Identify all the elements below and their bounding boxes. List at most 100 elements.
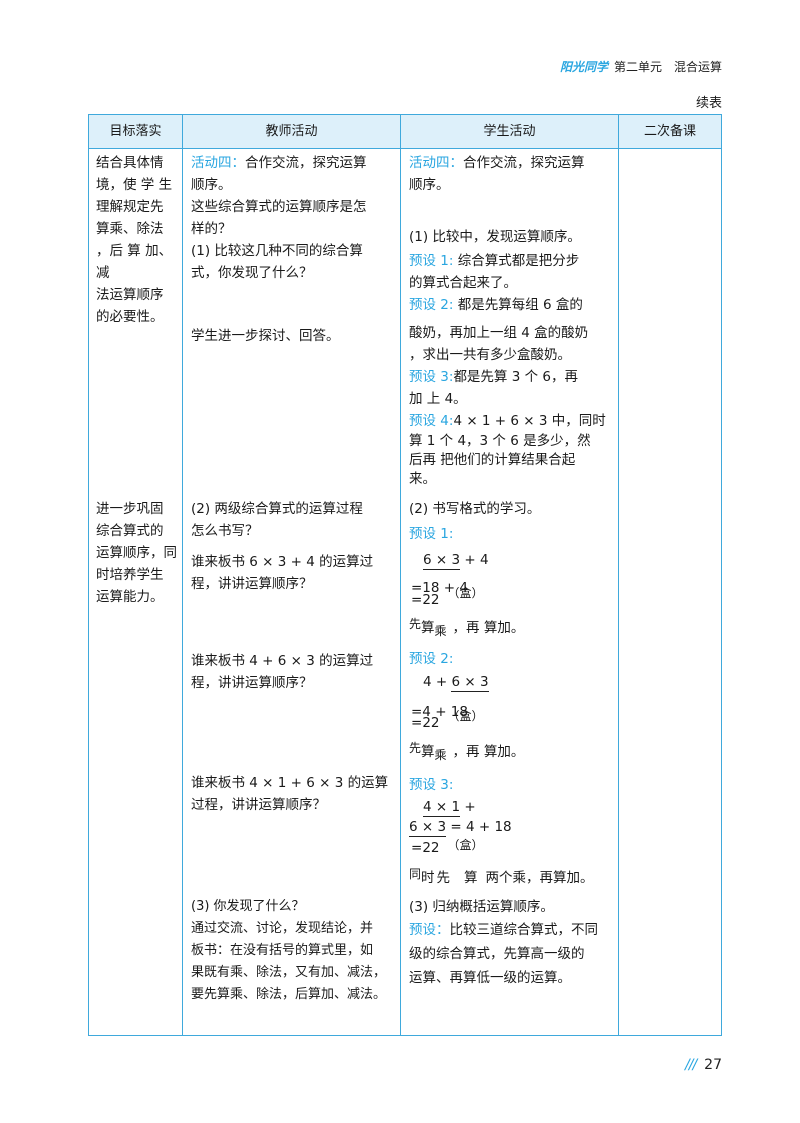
format-preset-1-expression: 6 × 3 + 4 — [423, 549, 489, 571]
preset-label: 预设 1: — [409, 253, 454, 269]
teacher-ask-1: 谁来板书 6 × 3 + 4 的运算过 程，讲讲运算顺序？ — [191, 551, 399, 595]
activity-text: 顺序。 — [191, 177, 232, 193]
text-line: 程，讲讲运算顺序？ — [191, 675, 313, 691]
note-char: 算 — [421, 744, 435, 760]
page-number: 27 — [704, 1057, 722, 1073]
goal-line: 结合具体情 — [96, 155, 164, 171]
goal-line: 时培养学生 — [96, 567, 164, 583]
continued-label: 续表 — [695, 96, 722, 111]
goal-line: 减 — [96, 265, 110, 281]
column-divider — [182, 115, 183, 1035]
format-preset-3-expression: 4 × 1 + 6 × 3 = 4 + 18 — [409, 798, 617, 837]
text-line: 谁来板书 6 × 3 + 4 的运算过 — [191, 554, 374, 570]
preset-text: 加 上 4。 — [409, 391, 467, 407]
preset-text: 运算、再算低一级的运算。 — [409, 970, 571, 986]
preset-text: 都是先算 3 个 6，再 — [453, 369, 578, 385]
text-line: 果既有乘、除法，又有加、减法， — [191, 965, 387, 980]
summary-title: (3) 归纳概括运算顺序。 — [409, 899, 554, 915]
note-char: 时 — [421, 870, 435, 886]
note-char: 先 — [409, 617, 422, 631]
format-preset-2-label: 预设 2: — [409, 651, 454, 667]
goal-line: 理解规定先 — [96, 199, 164, 215]
note-text: ，再 算加。 — [452, 620, 525, 636]
activity-label: 活动四： — [191, 155, 245, 171]
preset-text: 级的综合算式，先算高一级的 — [409, 946, 585, 962]
text-line: 通过交流、讨论，发现结论，并 — [191, 921, 374, 936]
teacher-question-1: (1) 比较这几种不同的综合算 — [191, 243, 363, 259]
preset-label: 预设 3: — [409, 369, 454, 385]
format-preset-1-label: 预设 1: — [409, 526, 454, 542]
student-activity-4: 活动四：合作交流，探究运算 顺序。 — [409, 152, 617, 196]
goal-line: ，后 算 加、 — [96, 243, 173, 259]
preset-label: 预设： — [409, 922, 450, 938]
format-preset-1-result: =22 （盒） — [411, 586, 484, 609]
format-preset-3-note: 同时先算两个乘，再算加。 — [409, 867, 594, 889]
header-goal: 目标落实 — [109, 124, 162, 139]
text-line: 过程，讲讲运算顺序？ — [191, 797, 326, 813]
expr-part: 4 + — [423, 674, 452, 690]
teacher-question: 样的？ — [191, 221, 232, 237]
text-line: (3) 你发现了什么？ — [191, 899, 305, 914]
equals-sign: = — [411, 715, 423, 731]
underlined-term: 6 × 3 — [423, 552, 461, 570]
goal-line: 法运算顺序 — [96, 287, 164, 303]
format-preset-3-result: =22 （盒） — [411, 837, 484, 859]
result: 22 — [422, 715, 440, 731]
expr-rest: + 4 — [460, 552, 489, 568]
format-preset-1-note: 先算乘 ，再 算加。 — [409, 617, 524, 639]
decorative-slashes: /// — [685, 1057, 697, 1073]
goal-line: 境，使 学 生 — [96, 177, 173, 193]
teacher-question-2: (2) 两级综合算式的运算过程 怎么书写？ — [191, 498, 399, 542]
student-compare: (1) 比较中，发现运算顺序。 — [409, 229, 581, 245]
teacher-question-3: (3) 你发现了什么？ 通过交流、讨论，发现结论，并 板书：在没有括号的算式里，… — [191, 896, 401, 1006]
column-divider — [400, 115, 401, 1035]
note-char: 算 — [421, 620, 435, 636]
preset-text: 来。 — [409, 471, 436, 487]
preset-label: 预设 4: — [409, 413, 454, 429]
format-preset-3-label: 预设 3: — [409, 777, 454, 793]
preset-text: 4 × 1 + 6 × 3 中，同时 — [453, 413, 606, 429]
result: 22 — [422, 840, 440, 856]
teacher-ask-3: 谁来板书 4 × 1 + 6 × 3 的运算 过程，讲讲运算顺序？ — [191, 772, 399, 816]
format-preset-2-step: =4 + 18 — [411, 704, 468, 720]
text-line: 谁来板书 4 + 6 × 3 的运算过 — [191, 653, 374, 669]
goal-line: 的必要性。 — [96, 309, 164, 325]
format-preset-2-expression: 4 + 6 × 3 — [423, 671, 489, 693]
unit: （盒） — [447, 709, 484, 723]
goal-line: 进一步巩固 — [96, 501, 164, 517]
goal-cell-1: 结合具体情 境，使 学 生 理解规定先 算乘、除法 ，后 算 加、 减 法运算顺… — [96, 152, 180, 328]
expr-step: = 4 + 18 — [446, 819, 512, 835]
note-text: ，再 算加。 — [452, 744, 525, 760]
unit: （盒） — [447, 586, 484, 600]
page-footer: /// 27 — [685, 1057, 722, 1073]
teacher-question-1: 式，你发现了什么？ — [191, 265, 313, 281]
goal-line: 算乘、除法 — [96, 221, 164, 237]
preset-text: 比较三道综合算式，不同 — [449, 922, 599, 938]
header-revision: 二次备课 — [643, 124, 696, 139]
teacher-discuss: 学生进一步探讨、回答。 — [191, 328, 340, 344]
preset-text: ，求出一共有多少盒酸奶。 — [409, 347, 571, 363]
teacher-activity-4: 活动四：合作交流，探究运算 顺序。 这些综合算式的运算顺序是怎 样的？ (1) … — [191, 152, 399, 284]
goal-line: 综合算式的 — [96, 523, 164, 539]
text-line: 怎么书写？ — [191, 523, 259, 539]
student-format: (2) 书写格式的学习。 — [409, 501, 541, 517]
activity-text: 顺序。 — [409, 177, 450, 193]
table-header-row: 目标落实 教师活动 学生活动 二次备课 — [89, 115, 721, 149]
expr-part: + — [460, 799, 476, 815]
goal-line: 运算顺序，同 — [96, 545, 177, 561]
text-line: 谁来板书 4 × 1 + 6 × 3 的运算 — [191, 775, 389, 791]
unit: （盒） — [447, 838, 484, 852]
lesson-table: 目标落实 教师活动 学生活动 二次备课 结合具体情 境，使 学 生 理解规定先 … — [88, 114, 722, 1036]
format-preset-2-result: =22 （盒） — [411, 709, 484, 732]
preset-text: 酸奶，再加上一组 4 盒的酸奶 — [409, 325, 589, 341]
header-teacher: 教师活动 — [265, 124, 318, 139]
header-student: 学生活动 — [483, 124, 536, 139]
activity-text: 合作交流，探究运算 — [463, 155, 585, 171]
text-line: 要先算乘、除法，后算加、减法。 — [191, 987, 387, 1002]
note-char: 先 — [436, 870, 451, 886]
preset-text: 综合算式都是把分步 — [453, 253, 580, 269]
note-char: 同 — [409, 867, 422, 881]
brand-logo: 阳光同学 — [559, 60, 608, 74]
underlined-term: 4 × 1 — [423, 799, 461, 817]
note-char: 先 — [409, 741, 422, 755]
